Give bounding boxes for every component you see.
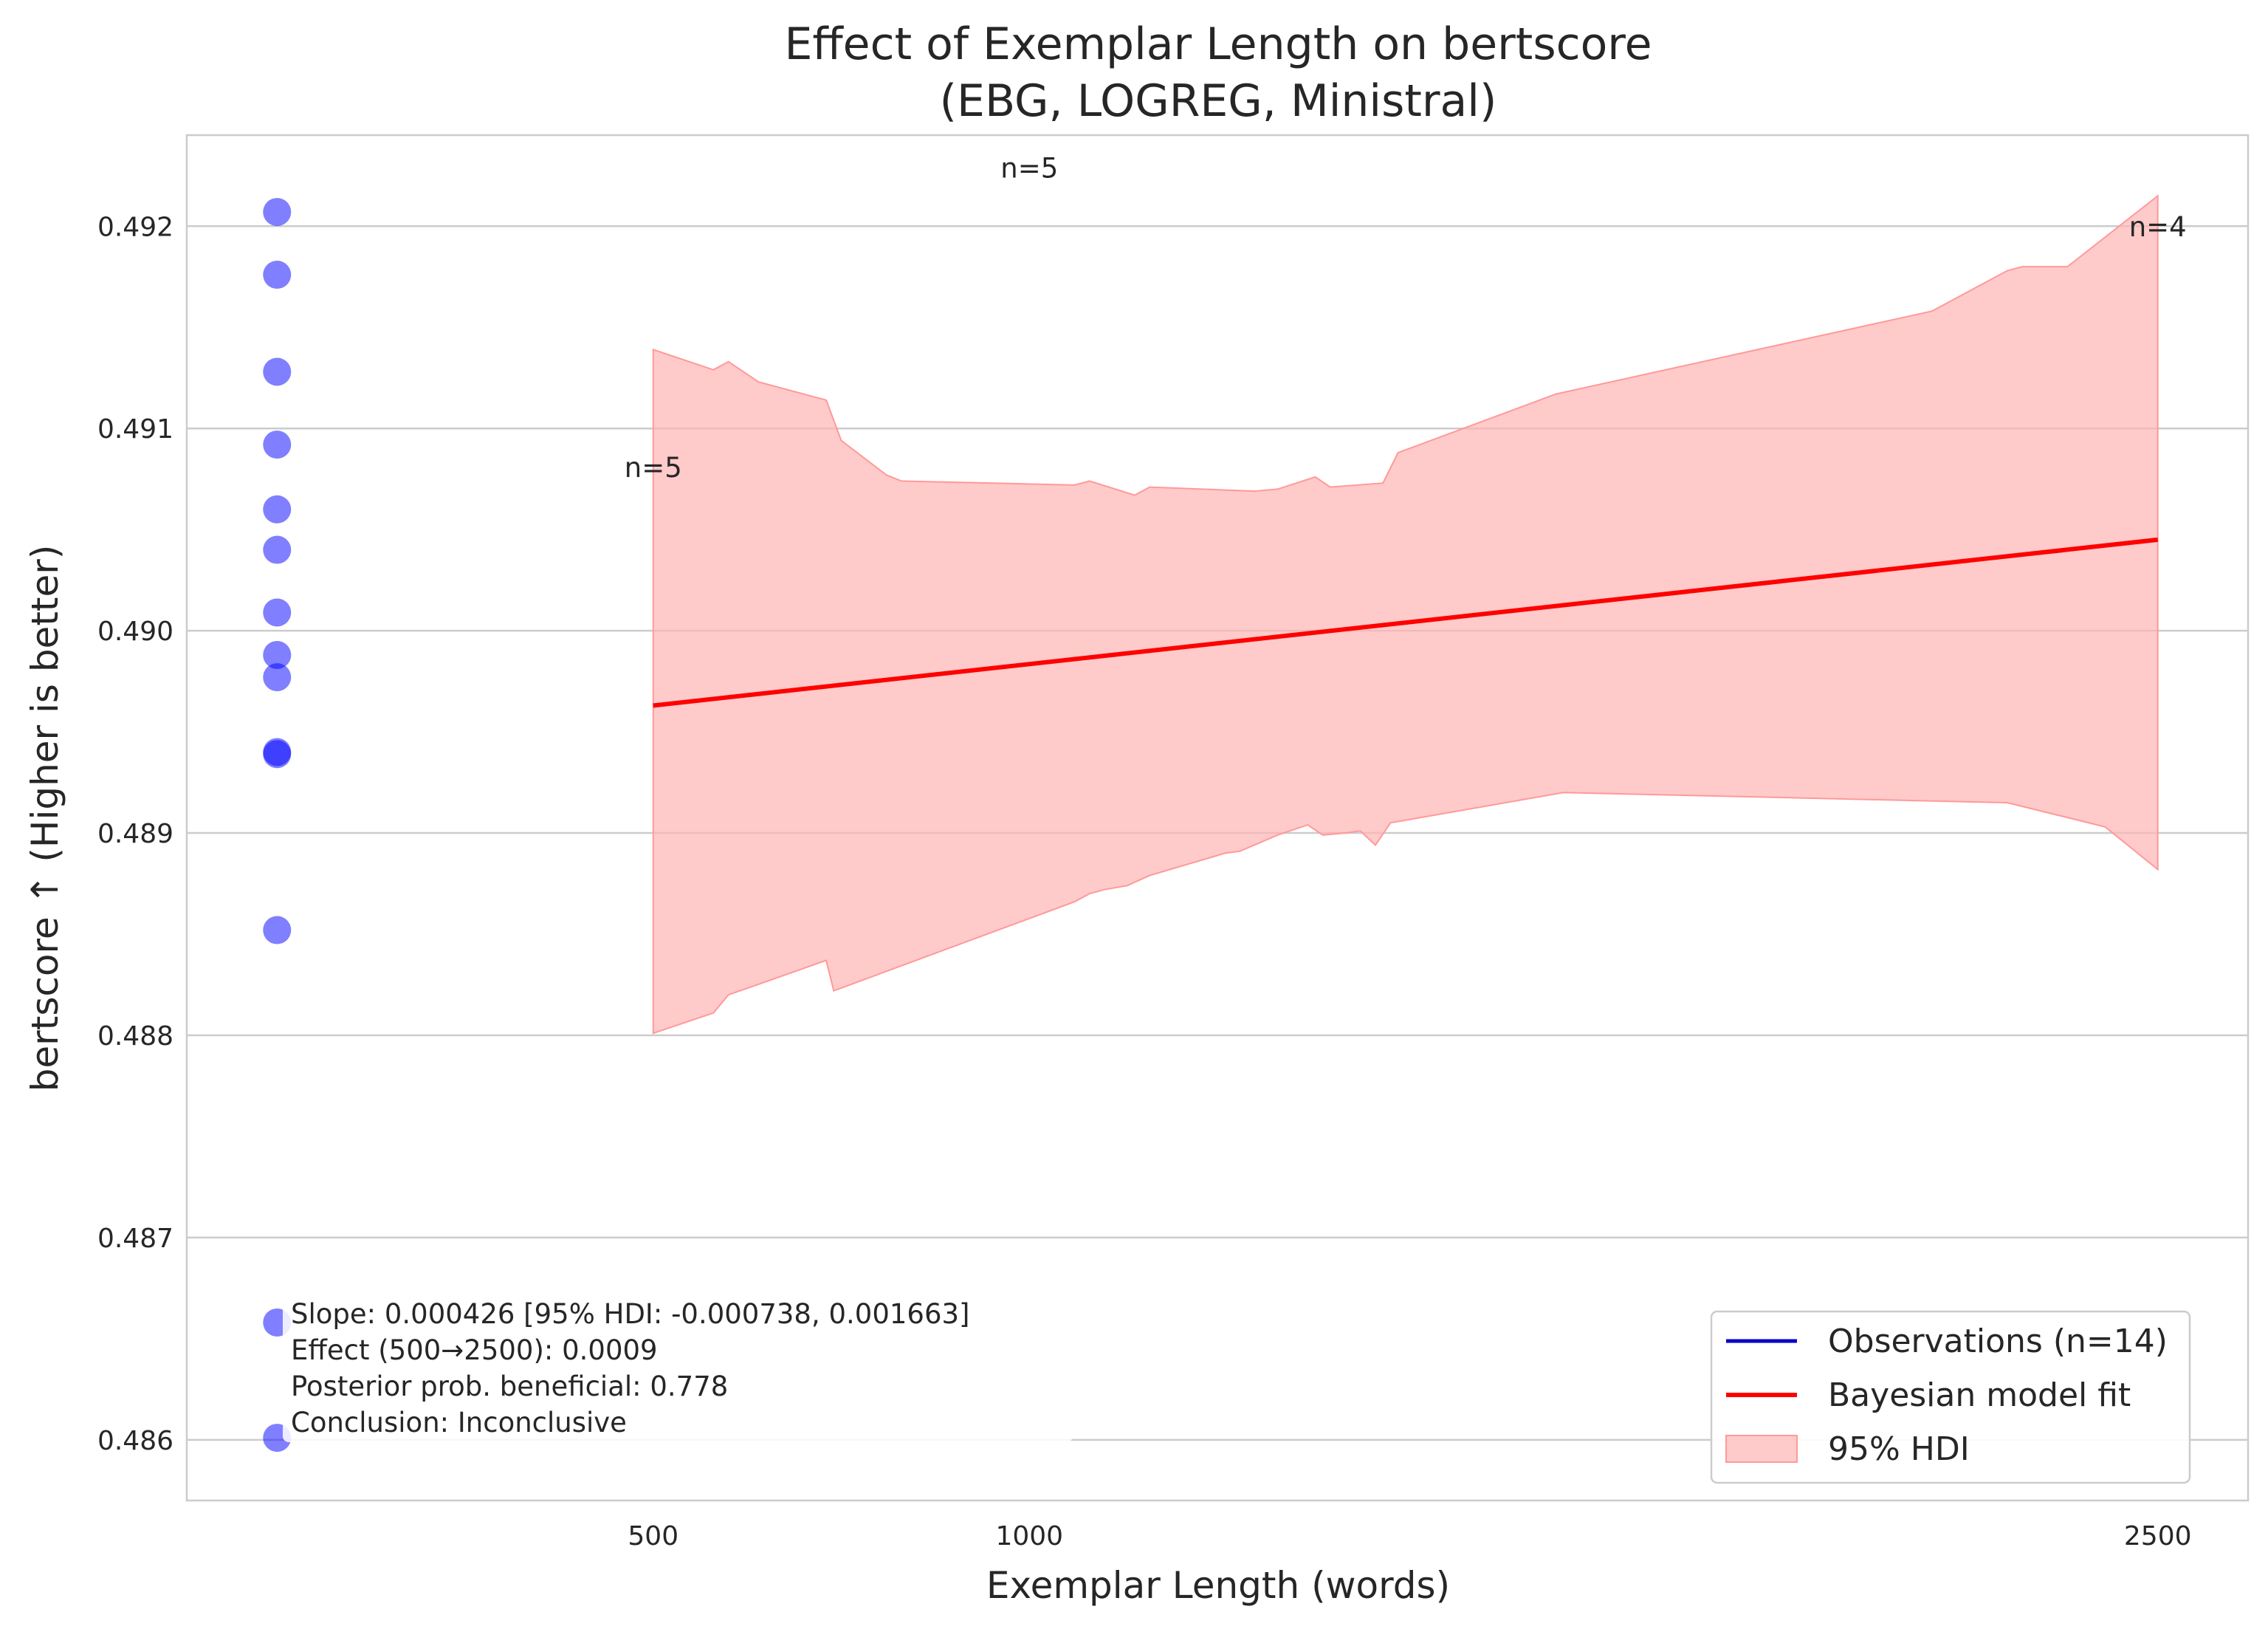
legend-observations-label: Observations (n=14) — [1828, 1323, 2168, 1360]
observation-point — [263, 740, 292, 769]
legend-model-fit-label: Bayesian model fit — [1828, 1376, 2131, 1414]
chart-title-line-2: (EBG, LOGREG, Ministral) — [940, 75, 1497, 127]
x-tick-label: 2500 — [2124, 1521, 2192, 1551]
plot-area: 0.486 0.487 0.488 0.489 0.490 0.491 0.492 500 10… — [97, 134, 2250, 1551]
stats-posterior: Posterior prob. beneficial: 0.778 — [291, 1371, 728, 1402]
stats-box-background — [283, 1291, 1073, 1442]
legend-hdi-label: 95% HDI — [1828, 1430, 1970, 1468]
observation-point — [263, 916, 292, 944]
legend-hdi-swatch — [1725, 1435, 1798, 1463]
observation-point — [263, 198, 292, 227]
legend-frame — [1710, 1310, 2191, 1484]
hdi-band — [652, 194, 2159, 1035]
y-tick-label: 0.489 — [97, 819, 173, 849]
observation-point — [263, 598, 292, 627]
y-tick-label: 0.492 — [97, 212, 173, 242]
y-tick-label: 0.487 — [97, 1224, 173, 1254]
stats-box: Slope: 0.000426 [95% HDI: -0.000738, 0.0… — [283, 1291, 1073, 1442]
observation-point — [263, 495, 292, 524]
observation-point — [263, 261, 292, 289]
y-tick-label: 0.491 — [97, 414, 173, 445]
model-fit-line — [653, 537, 2159, 708]
y-axis-label: bertscore ↑ (Higher is better) — [24, 545, 66, 1092]
x-tick-label: 1000 — [995, 1521, 1063, 1551]
x-axis-label: Exemplar Length (words) — [986, 1564, 1450, 1607]
y-tick-label: 0.486 — [97, 1426, 173, 1456]
observation-point — [263, 431, 292, 459]
y-tick-label: 0.488 — [97, 1021, 173, 1052]
observation-point — [263, 357, 292, 386]
chart-title-line-1: Effect of Exemplar Length on bertscore — [784, 18, 1652, 70]
legend: Observations (n=14) Bayesian model fit 9… — [1710, 1310, 2191, 1484]
observation-point — [263, 640, 292, 669]
stats-conclusion: Conclusion: Inconclusive — [291, 1407, 627, 1438]
observation-point — [263, 535, 292, 564]
x-tick-label: 500 — [628, 1521, 678, 1551]
observation-point — [263, 663, 292, 692]
stats-effect: Effect (500→2500): 0.0009 — [291, 1334, 658, 1366]
sample-size-annotation: n=5 — [1000, 153, 1058, 185]
sample-size-annotation: n=4 — [2129, 211, 2187, 243]
y-tick-label: 0.490 — [97, 617, 173, 647]
stats-slope: Slope: 0.000426 [95% HDI: -0.000738, 0.0… — [291, 1298, 969, 1330]
sample-size-annotation: n=5 — [625, 452, 682, 484]
